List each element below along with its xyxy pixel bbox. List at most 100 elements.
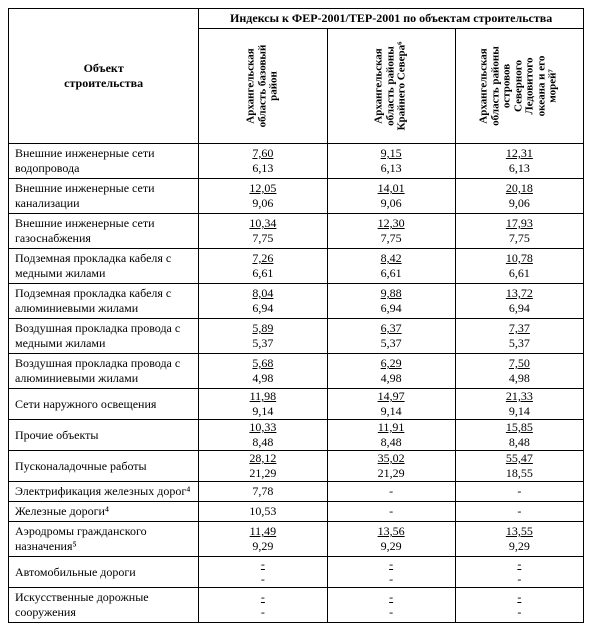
value-top: 13,56 [378,524,405,539]
value-top: - [517,557,521,572]
value-top: - [261,590,265,605]
value-cell: 11,499,29 [199,522,327,557]
value-top: 15,85 [506,420,533,435]
value-top: - [389,557,393,572]
col-header-0-text: Архангельскаяобласть базовыйрайон [246,45,281,128]
value-cell: 6,294,98 [327,354,455,389]
value-cell: 12,307,75 [327,214,455,249]
table-row: Электрификация железных дорог⁴7,78-- [9,482,584,502]
value-cell: 14,979,14 [327,389,455,420]
value-cell: 11,918,48 [327,420,455,451]
row-name: Автомобильные дороги [9,557,199,588]
value-bottom: 9,29 [509,539,530,554]
value-top: 6,29 [381,356,402,371]
value-cell: - [327,482,455,502]
value-cell: 11,989,14 [199,389,327,420]
value-top: 7,26 [252,251,273,266]
value-cell: - [455,502,583,522]
value-top: 5,68 [252,356,273,371]
value-top: 7,60 [252,146,273,161]
value-top: 13,55 [506,524,533,539]
value-top: 10,34 [249,216,276,231]
value-cell: -- [455,557,583,588]
row-name: Подземная прокладка кабеля с медными жил… [9,249,199,284]
table-row: Искусственные дорожные сооружения------ [9,588,584,623]
table-row: Аэродромы гражданского назначения⁵11,499… [9,522,584,557]
value-bottom: - [389,572,393,587]
value-bottom: 4,98 [252,371,273,386]
table-row: Автомобильные дороги------ [9,557,584,588]
value-cell: 10,338,48 [199,420,327,451]
row-name: Сети наружного освещения [9,389,199,420]
index-header-text: Индексы к ФЕР-2001/ТЕР-2001 по объектам … [230,11,552,25]
value-top: 12,31 [506,146,533,161]
value-top: 55,47 [506,451,533,466]
value-cell: -- [455,588,583,623]
value-bottom: 6,61 [381,266,402,281]
value-top: 6,37 [381,321,402,336]
value-bottom: 6,61 [509,266,530,281]
col-header-2-text: Архангельскаяобласть районыострововСевер… [479,46,560,126]
value-top: 20,18 [506,181,533,196]
value-bottom: 7,75 [381,231,402,246]
index-header: Индексы к ФЕР-2001/ТЕР-2001 по объектам … [199,9,584,29]
value-bottom: - [517,605,521,620]
value-cell: 9,886,94 [327,284,455,319]
table-row: Пусконаладочные работы28,1221,2935,0221,… [9,451,584,482]
value-cell: 7,78 [199,482,327,502]
object-header: Объектстроительства [9,9,199,144]
value-top: 11,91 [378,420,405,435]
table-row: Воздушная прокладка провода с медными жи… [9,319,584,354]
table-row: Прочие объекты10,338,4811,918,4815,858,4… [9,420,584,451]
table-row: Сети наружного освещения11,989,1414,979,… [9,389,584,420]
value-cell: 5,895,37 [199,319,327,354]
col-header-1-text: Архангельскаяобласть районыКрайнего Севе… [374,42,409,131]
value-top: 7,78 [252,484,273,499]
value-top: - [389,484,393,499]
value-cell: -- [199,588,327,623]
value-top: 8,04 [252,286,273,301]
value-bottom: 6,94 [381,301,402,316]
col-header-1: Архангельскаяобласть районыКрайнего Севе… [327,29,455,144]
value-bottom: - [261,605,265,620]
value-bottom: 8,48 [252,435,273,450]
value-bottom: 6,13 [381,161,402,176]
col-header-0: Архангельскаяобласть базовыйрайон [199,29,327,144]
row-name: Аэродромы гражданского назначения⁵ [9,522,199,557]
value-cell: 10,786,61 [455,249,583,284]
value-cell: 13,569,29 [327,522,455,557]
value-cell: 13,559,29 [455,522,583,557]
value-bottom: 6,13 [252,161,273,176]
value-cell: 15,858,48 [455,420,583,451]
value-cell: 35,0221,29 [327,451,455,482]
value-cell: - [327,502,455,522]
table-row: Внешние инженерные сети водопровода7,606… [9,144,584,179]
value-cell: 13,726,94 [455,284,583,319]
value-bottom: 9,29 [381,539,402,554]
value-bottom: 7,75 [509,231,530,246]
value-top: - [389,504,393,519]
value-bottom: 18,55 [506,466,533,481]
value-bottom: - [389,605,393,620]
table-row: Подземная прокладка кабеля с медными жил… [9,249,584,284]
value-bottom: 9,06 [509,196,530,211]
value-bottom: 9,14 [509,404,530,419]
value-cell: 7,606,13 [199,144,327,179]
value-bottom: 6,94 [509,301,530,316]
value-bottom: 6,94 [252,301,273,316]
value-top: 9,88 [381,286,402,301]
value-cell: 28,1221,29 [199,451,327,482]
row-name: Электрификация железных дорог⁴ [9,482,199,502]
value-cell: 17,937,75 [455,214,583,249]
value-cell: 14,019,06 [327,179,455,214]
value-cell: 10,53 [199,502,327,522]
value-cell: 21,339,14 [455,389,583,420]
value-top: 35,02 [378,451,405,466]
value-top: 11,49 [250,524,277,539]
row-name: Пусконаладочные работы [9,451,199,482]
value-cell: 8,046,94 [199,284,327,319]
value-bottom: 8,48 [509,435,530,450]
object-header-text: Объектстроительства [64,61,143,90]
value-bottom: 5,37 [509,336,530,351]
value-cell: 6,375,37 [327,319,455,354]
